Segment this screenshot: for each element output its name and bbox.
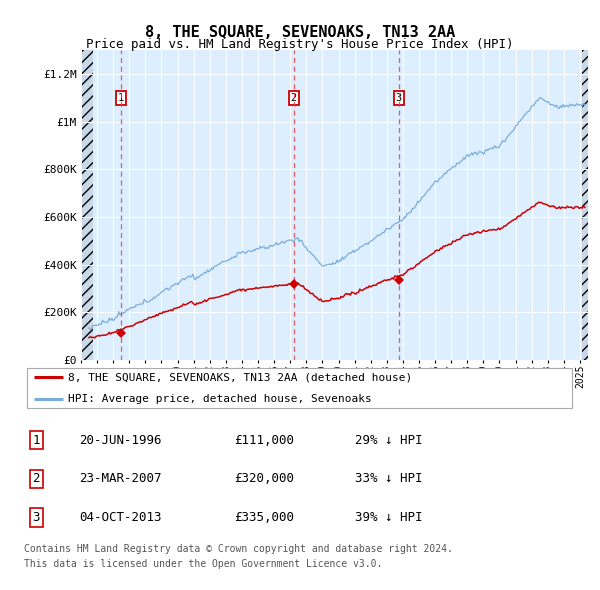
Text: £111,000: £111,000: [234, 434, 294, 447]
Text: 20-JUN-1996: 20-JUN-1996: [79, 434, 162, 447]
Text: £320,000: £320,000: [234, 473, 294, 486]
Text: 2: 2: [32, 473, 40, 486]
FancyBboxPatch shape: [27, 368, 572, 408]
Text: 04-OCT-2013: 04-OCT-2013: [79, 511, 162, 524]
Bar: [581, 50, 588, 360]
Text: Contains HM Land Registry data © Crown copyright and database right 2024.: Contains HM Land Registry data © Crown c…: [24, 544, 453, 554]
Text: 1: 1: [32, 434, 40, 447]
Text: 8, THE SQUARE, SEVENOAKS, TN13 2AA (detached house): 8, THE SQUARE, SEVENOAKS, TN13 2AA (deta…: [68, 372, 412, 382]
Text: £335,000: £335,000: [234, 511, 294, 524]
Text: 1: 1: [118, 93, 124, 103]
Text: 39% ↓ HPI: 39% ↓ HPI: [355, 511, 422, 524]
Text: 3: 3: [32, 511, 40, 524]
Text: 29% ↓ HPI: 29% ↓ HPI: [355, 434, 422, 447]
Text: 23-MAR-2007: 23-MAR-2007: [79, 473, 162, 486]
Text: 33% ↓ HPI: 33% ↓ HPI: [355, 473, 422, 486]
Text: Price paid vs. HM Land Registry's House Price Index (HPI): Price paid vs. HM Land Registry's House …: [86, 38, 514, 51]
Text: 3: 3: [396, 93, 402, 103]
Text: This data is licensed under the Open Government Licence v3.0.: This data is licensed under the Open Gov…: [24, 559, 382, 569]
Text: HPI: Average price, detached house, Sevenoaks: HPI: Average price, detached house, Seve…: [68, 395, 372, 404]
Text: 8, THE SQUARE, SEVENOAKS, TN13 2AA: 8, THE SQUARE, SEVENOAKS, TN13 2AA: [145, 25, 455, 40]
Bar: [81, 50, 93, 360]
Text: 2: 2: [290, 93, 297, 103]
